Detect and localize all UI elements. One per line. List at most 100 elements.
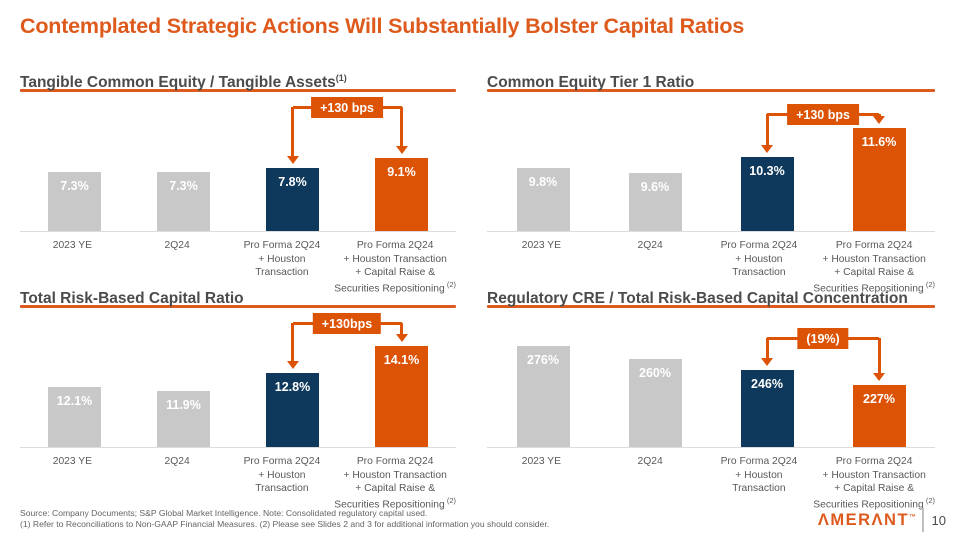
category-label: Pro Forma 2Q24 + Houston Transaction + Cap… [334, 240, 457, 295]
chart-title-underline [20, 305, 456, 308]
chart-panel-tce-ta: Tangible Common Equity / Tangible Assets… [20, 68, 456, 296]
bar-value-label: 12.8% [274, 379, 311, 394]
category-label: 2023 YE [521, 456, 562, 467]
arrow-down-icon [395, 145, 408, 154]
bar: 7.3% [157, 172, 210, 231]
chart-panel-trbc: Total Risk-Based Capital Ratio 12.1% 11.9… [20, 284, 456, 512]
category-label: 2023 YE [52, 456, 93, 467]
bar-value-label: 11.6% [861, 135, 897, 150]
chart-title-underline [20, 89, 456, 92]
bar: 11.9% [157, 391, 210, 447]
bar-value-label: 276% [527, 353, 559, 368]
chart-title: Total Risk-Based Capital Ratio [20, 284, 456, 308]
callout-arrow-line [291, 323, 294, 361]
chart-title: Common Equity Tier 1 Ratio [487, 68, 935, 91]
footer: Source: Company Documents; S&P Global Ma… [20, 508, 549, 530]
bar-value-label: 7.8% [278, 175, 307, 189]
bar: 276% [516, 346, 570, 447]
arrow-down-icon [761, 145, 773, 154]
footer-brand-block: ΛMERΛNT™ 10 [818, 508, 946, 532]
chart-title-text: Total Risk-Based Capital Ratio [20, 290, 244, 308]
category-label: 2Q24 [164, 240, 190, 251]
category-label: Pro Forma 2Q24 + Houston Transaction [243, 456, 321, 495]
footnote-marker: (2) [444, 495, 457, 505]
arrow-down-icon [761, 358, 773, 367]
footnote-marker: (1) [335, 73, 347, 83]
footer-notes: (1) Refer to Reconciliations to Non-GAAP… [20, 518, 550, 529]
chart-title-text: Tangible Common Equity / Tangible Assets [20, 74, 336, 92]
bar-value-label: 11.9% [166, 398, 201, 413]
bar: 7.8% [266, 168, 319, 231]
category-label: Pro Forma 2Q24 + Houston Transaction [720, 240, 798, 279]
chart-category-labels: 2023 YE 2Q24 Pro Forma 2Q24 + Houston Transa… [20, 239, 456, 296]
callout-box: (19%) [797, 328, 849, 349]
chart-plot: 9.8% 9.6% 10.3% 11.6% +130 bps [487, 95, 935, 232]
bar-value-label: 9.1% [387, 164, 416, 179]
bar-value-label: 7.3% [169, 179, 198, 194]
bar: 9.1% [375, 157, 428, 231]
category-label: Pro Forma 2Q24 + Houston Transaction [720, 456, 798, 495]
slide-title: Contemplated Strategic Actions Will Subs… [20, 14, 745, 38]
page-number: 10 [931, 512, 946, 528]
chart-title: Tangible Common Equity / Tangible Assets… [20, 68, 456, 92]
bar: 11.6% [852, 128, 906, 231]
bar: 14.1% [375, 346, 428, 447]
callout-arrow-line [765, 114, 769, 146]
bar: 227% [852, 385, 906, 447]
bar-value-label: 227% [863, 392, 895, 407]
arrow-down-icon [286, 156, 299, 164]
arrow-down-icon [873, 373, 885, 382]
callout-arrow-line [400, 107, 403, 146]
chart-plot: 12.1% 11.9% 12.8% 14.1% +130bps [20, 311, 456, 448]
callout-box: +130 bps [787, 104, 859, 125]
trademark-symbol: ™ [909, 513, 917, 521]
category-label: 2Q24 [637, 240, 663, 251]
bar: 260% [628, 358, 682, 447]
chart-plot: 276% 260% 246% 227% (19%) [487, 311, 935, 448]
footnote-marker: (2) [444, 279, 457, 289]
bar-value-label: 14.1% [383, 353, 420, 368]
callout-arrow-line [291, 107, 294, 156]
chart-category-labels: 2023 YE 2Q24 Pro Forma 2Q24 + Houston Transa… [20, 455, 456, 512]
category-label: 2023 YE [52, 240, 93, 251]
callout-box: +130bps [312, 313, 382, 334]
callout-arrow-line [765, 338, 769, 359]
category-label: Pro Forma 2Q24 + Houston Transaction + Cap… [813, 456, 936, 511]
bar-value-label: 246% [751, 377, 783, 392]
chart-panel-cre: Regulatory CRE / Total Risk-Based Capita… [487, 284, 935, 512]
chart-category-labels: 2023 YE 2Q24 Pro Forma 2Q24 + Houston Transa… [487, 239, 935, 296]
arrow-down-icon [873, 116, 885, 125]
callout-arrow-line [400, 323, 403, 335]
bar: 9.6% [628, 172, 682, 231]
bar-value-label: 7.3% [60, 179, 89, 194]
bar: 9.8% [516, 168, 570, 231]
category-label: 2Q24 [164, 456, 190, 467]
chart-category-labels: 2023 YE 2Q24 Pro Forma 2Q24 + Houston Transa… [487, 455, 935, 512]
footer-source: Source: Company Documents; S&P Global Ma… [20, 507, 428, 518]
chart-title-underline [487, 305, 935, 308]
bar: 12.8% [266, 372, 319, 447]
arrow-down-icon [286, 360, 299, 369]
bar: 246% [740, 370, 794, 447]
bar-value-label: 9.8% [528, 175, 558, 190]
bar: 10.3% [740, 157, 794, 231]
callout-arrow-line [877, 114, 881, 117]
chart-title-text: Regulatory CRE / Total Risk-Based Capita… [487, 290, 908, 308]
arrow-down-icon [395, 334, 408, 343]
page-divider [922, 508, 924, 532]
bar-value-label: 260% [639, 365, 671, 380]
amerant-logo: ΛMERΛNT™ [818, 511, 916, 530]
bar-value-label: 12.1% [56, 394, 93, 409]
chart-title-underline [487, 89, 935, 92]
chart-title: Regulatory CRE / Total Risk-Based Capita… [487, 284, 935, 308]
category-label: 2023 YE [521, 240, 562, 251]
bar: 7.3% [48, 172, 101, 231]
bar-value-label: 9.6% [640, 179, 670, 194]
category-label: Pro Forma 2Q24 + Houston Transaction + Cap… [813, 240, 936, 295]
chart-panel-cet1: Common Equity Tier 1 Ratio 9.8% 9.6% 10.3%… [487, 68, 935, 296]
callout-box: +130 bps [311, 97, 383, 118]
bar: 12.1% [48, 387, 101, 447]
footnote-marker: (2) [923, 279, 936, 289]
footnote-marker: (2) [923, 495, 936, 505]
